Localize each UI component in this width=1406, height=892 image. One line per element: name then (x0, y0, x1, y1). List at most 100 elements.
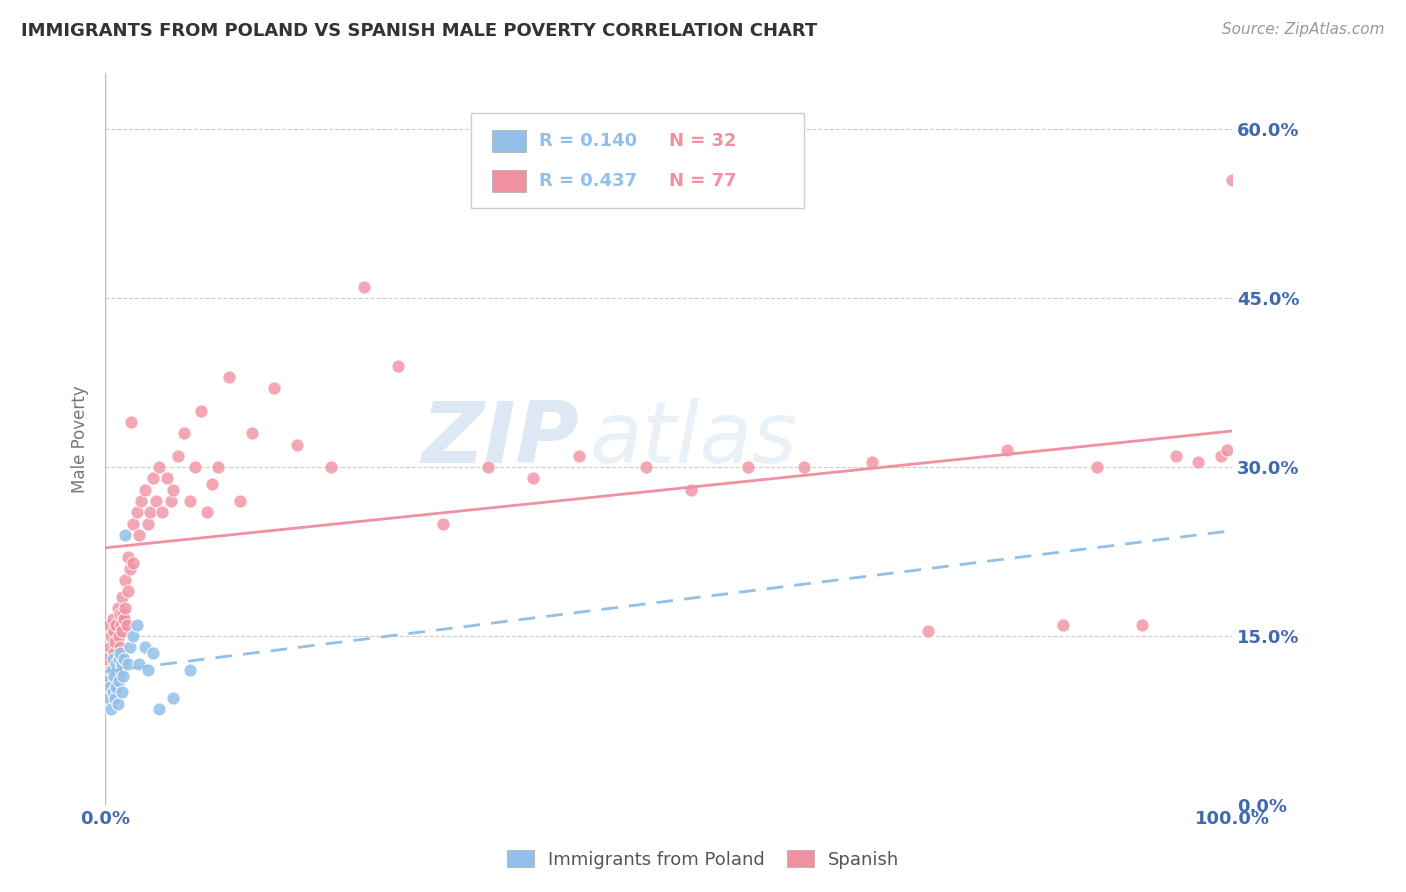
Point (101, 612, 124, 626)
Point (104, 691, 127, 706)
Point (112, 651, 135, 665)
Point (117, 550, 139, 565)
Point (107, 629, 129, 643)
Point (1085, 460, 1108, 475)
Point (477, 460, 499, 475)
Text: IMMIGRANTS FROM POLAND VS SPANISH MALE POVERTY CORRELATION CHART: IMMIGRANTS FROM POLAND VS SPANISH MALE P… (21, 22, 817, 40)
Point (240, 426, 263, 441)
Point (141, 471, 163, 485)
Point (567, 449, 589, 463)
Point (107, 601, 129, 615)
Point (285, 437, 308, 451)
Point (98, 680, 121, 694)
Point (681, 483, 703, 497)
Point (107, 697, 129, 711)
Point (1215, 443, 1237, 458)
Point (173, 426, 195, 441)
Point (141, 646, 163, 660)
Text: atlas: atlas (591, 398, 797, 481)
Point (432, 516, 454, 531)
Point (860, 454, 883, 468)
Point (120, 415, 142, 429)
Y-axis label: Male Poverty: Male Poverty (72, 385, 89, 493)
Point (100, 629, 122, 643)
Text: N = 77: N = 77 (669, 171, 737, 190)
Point (145, 494, 167, 508)
Point (1130, 618, 1153, 632)
Point (136, 516, 159, 531)
Point (179, 663, 201, 677)
Point (129, 494, 152, 508)
Point (111, 624, 134, 638)
FancyBboxPatch shape (492, 169, 526, 192)
FancyBboxPatch shape (492, 130, 526, 152)
Point (184, 460, 207, 475)
Point (103, 624, 125, 638)
Point (98, 640, 121, 655)
Point (101, 685, 124, 699)
Point (229, 494, 252, 508)
Point (636, 460, 658, 475)
Point (319, 460, 342, 475)
Point (108, 607, 131, 621)
Point (263, 381, 285, 395)
Point (793, 460, 815, 475)
Point (104, 634, 127, 648)
Point (148, 702, 170, 716)
Point (122, 516, 145, 531)
Point (1209, 449, 1232, 463)
Point (112, 612, 135, 626)
Point (134, 640, 156, 655)
Point (179, 494, 201, 508)
Point (134, 483, 156, 497)
Point (737, 460, 759, 475)
Point (107, 651, 129, 665)
Point (118, 561, 141, 575)
Point (105, 618, 128, 632)
Point (522, 471, 544, 485)
Point (110, 663, 132, 677)
Point (108, 640, 131, 655)
Point (150, 505, 173, 519)
Point (105, 680, 128, 694)
Point (114, 528, 136, 542)
Point (114, 573, 136, 587)
Point (167, 449, 190, 463)
Legend: Immigrants from Poland, Spanish: Immigrants from Poland, Spanish (499, 843, 907, 876)
Point (218, 370, 240, 384)
Point (128, 528, 150, 542)
Point (114, 601, 136, 615)
FancyBboxPatch shape (471, 113, 804, 209)
Point (96, 651, 118, 665)
Point (100, 702, 122, 716)
Point (353, 280, 375, 294)
Point (111, 685, 134, 699)
Text: Source: ZipAtlas.com: Source: ZipAtlas.com (1222, 22, 1385, 37)
Point (108, 646, 131, 660)
Point (387, 359, 409, 373)
Point (195, 505, 218, 519)
Point (115, 618, 138, 632)
Point (101, 663, 124, 677)
Text: R = 0.140: R = 0.140 (538, 132, 637, 150)
Point (111, 590, 134, 604)
Point (110, 618, 132, 632)
Point (136, 663, 159, 677)
Point (111, 657, 134, 672)
Point (995, 443, 1018, 458)
Point (201, 477, 224, 491)
Text: R = 0.437: R = 0.437 (538, 171, 637, 190)
Point (162, 691, 184, 706)
Point (105, 651, 128, 665)
Text: ZIP: ZIP (420, 398, 578, 481)
Point (105, 657, 128, 672)
Point (107, 674, 129, 689)
Point (1164, 449, 1187, 463)
Point (122, 629, 145, 643)
Point (122, 556, 145, 570)
Point (148, 460, 170, 475)
Point (139, 505, 162, 519)
Point (101, 651, 124, 665)
Point (1187, 454, 1209, 468)
Point (162, 483, 184, 497)
